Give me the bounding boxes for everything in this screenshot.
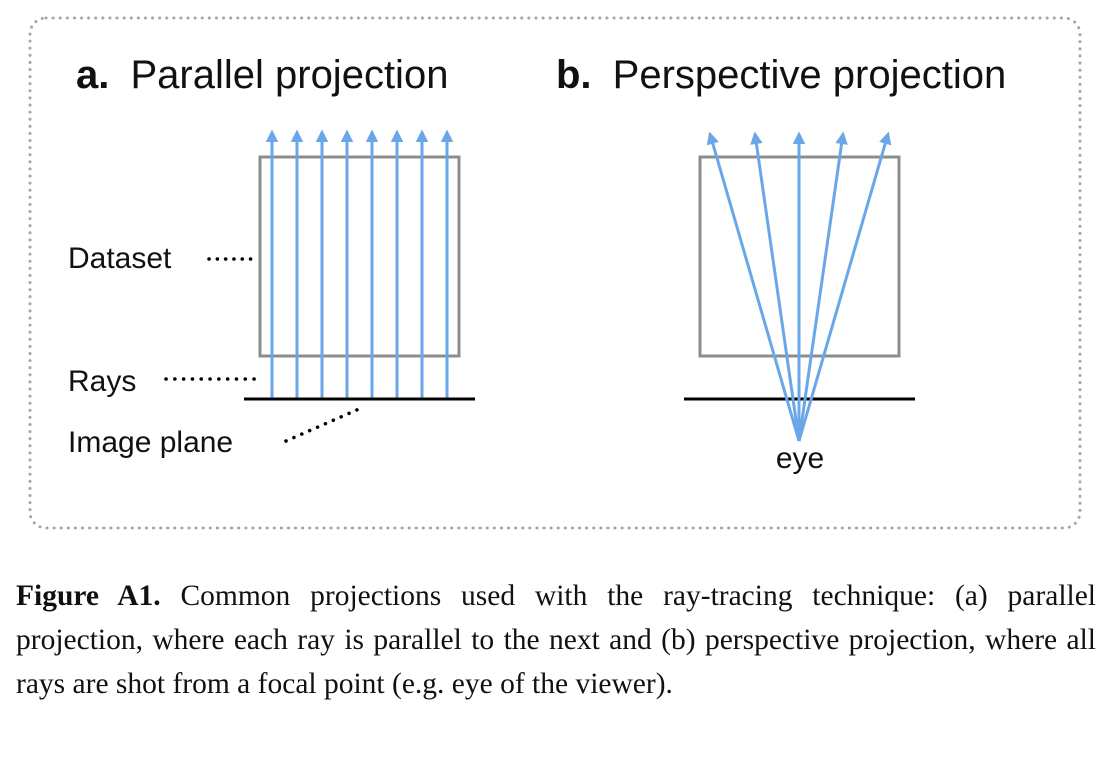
panel-b-title: Perspective projection xyxy=(613,53,1007,97)
panel-a-letter: a. xyxy=(76,53,109,97)
panel-b-heading: b. Perspective projection xyxy=(556,53,1006,97)
dataset-label: Dataset xyxy=(68,242,172,275)
perspective-ray xyxy=(797,131,892,442)
rays-label: Rays xyxy=(68,365,136,398)
panel-a-title: Parallel projection xyxy=(130,53,448,97)
perspective-ray xyxy=(706,131,801,442)
projection-diagram: a. Parallel projection b. Perspective pr… xyxy=(28,16,1082,530)
caption-label: Figure A1. xyxy=(16,580,161,612)
perspective-ray xyxy=(797,131,848,442)
image-plane-label: Image plane xyxy=(68,426,233,459)
image-plane-leader xyxy=(284,407,361,443)
eye-label: eye xyxy=(776,442,824,475)
figure-caption: Figure A1. Common projections used with … xyxy=(16,574,1096,706)
panel-a-dataset-box xyxy=(258,155,461,358)
panel-b-rays xyxy=(706,131,892,442)
panel-a-heading: a. Parallel projection xyxy=(76,53,448,97)
caption-text: Common projections used with the ray-tra… xyxy=(16,580,1096,700)
panel-b-letter: b. xyxy=(556,53,592,97)
panel-a-rays xyxy=(265,129,454,398)
perspective-ray xyxy=(750,131,801,442)
